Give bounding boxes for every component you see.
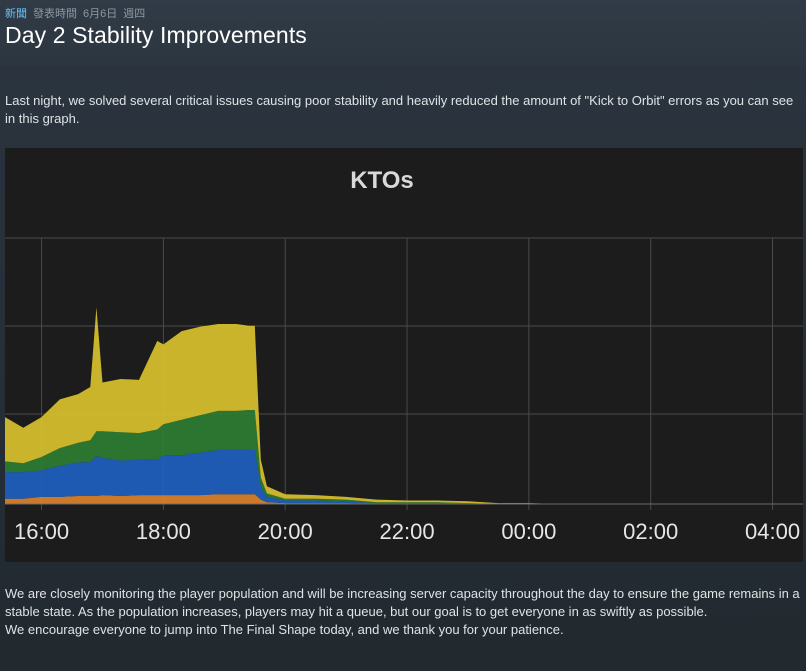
news-header: 新聞 發表時間 6月6日 週四 Day 2 Stability Improvement…: [0, 0, 806, 66]
x-tick-label-5: 02:00: [623, 519, 678, 544]
kto-chart: KTOs 16:00 18:00 20:00 22:00 00:00 02:00 04:00: [5, 148, 803, 562]
series-area-3: [5, 307, 590, 504]
series-area-1: [5, 449, 590, 504]
category-link[interactable]: 新聞: [5, 8, 27, 20]
closing-section: We are closely monitoring the player pop…: [5, 585, 803, 639]
x-tick-label-1: 18:00: [136, 519, 191, 544]
post-date: 6月6日: [83, 8, 118, 20]
x-tick-label-6: 04:00: [745, 519, 800, 544]
post-weekday: 週四: [123, 8, 146, 20]
closing-paragraph: We encourage everyone to jump into The F…: [5, 622, 564, 637]
posted-label: 發表時間: [33, 8, 77, 20]
kto-chart-svg: KTOs 16:00 18:00 20:00 22:00 00:00 02:00 04:00: [5, 167, 803, 544]
x-tick-label-4: 00:00: [501, 519, 556, 544]
chart-title: KTOs: [350, 167, 414, 194]
post-meta: 新聞 發表時間 6月6日 週四: [5, 5, 145, 21]
monitoring-paragraph: We are closely monitoring the player pop…: [5, 586, 800, 619]
series-area-0: [5, 494, 590, 504]
x-tick-label-3: 22:00: [380, 519, 435, 544]
x-tick-label-0: 16:00: [14, 519, 69, 544]
intro-paragraph: Last night, we solved several critical i…: [5, 93, 794, 126]
series-area-2: [5, 410, 590, 504]
page-title: Day 2 Stability Improvements: [5, 22, 307, 48]
x-tick-label-2: 20:00: [258, 519, 313, 544]
